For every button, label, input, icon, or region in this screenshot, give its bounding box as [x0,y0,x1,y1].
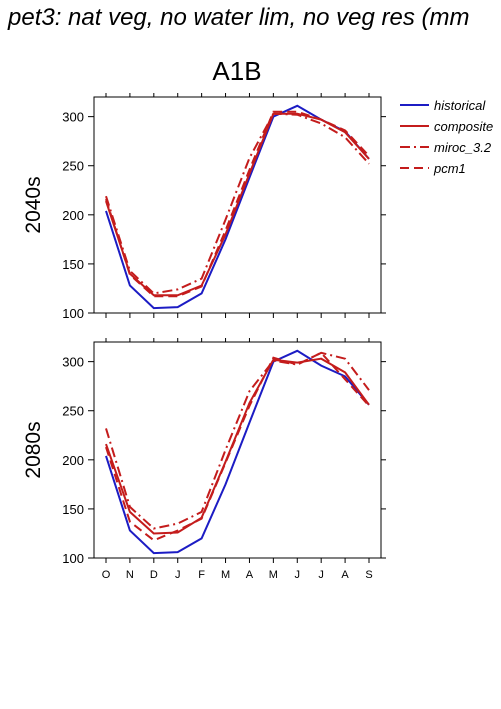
y-tick-label: 300 [62,110,84,125]
x-tick-label: J [295,569,301,581]
series-line-composite [105,357,370,535]
panel-label: 2040s [22,176,45,233]
y-tick-label: 150 [62,502,84,517]
panel-label: 2080s [22,421,45,478]
x-tick-label: O [102,569,111,581]
panel-2080s: 100 150 200 250 300 O N D J F M A M J J A S 2080s [22,338,386,581]
series-line-historical [105,349,370,555]
scenario-title: A1B [212,56,261,86]
y-tick-label: 100 [62,551,84,566]
series-line-composite [105,112,370,297]
plot-frame [93,341,382,559]
y-tick-label: 250 [62,404,84,419]
y-tick-label: 100 [62,306,84,321]
x-tick-label: F [198,569,205,581]
y-tick-label: 200 [62,208,84,223]
x-tick-label: A [246,569,254,581]
legend-label-composite: composite [434,119,493,134]
figure-title: pet3: nat veg, no water lim, no veg res … [8,4,470,31]
x-tick-label: J [318,569,324,581]
series-line-pcm1 [105,351,370,542]
panel-2040s: 100 150 200 250 300 2040s [22,93,386,321]
x-tick-label: A [341,569,349,581]
x-tick-label: M [269,569,278,581]
chart-panels: 100 150 200 250 300 2040s 100 150 200 250 300 O N D J F… [22,93,386,581]
series-line-miroc_3.2 [105,112,370,295]
x-tick-label: D [150,569,158,581]
legend-label-pcm1: pcm1 [433,161,466,176]
series-line-miroc_3.2 [105,351,370,530]
x-tick-label: S [365,569,372,581]
y-tick-label: 300 [62,355,84,370]
plot-frame [93,96,382,314]
x-tick-label: J [175,569,181,581]
series-line-pcm1 [105,110,370,298]
x-tick-label: M [221,569,230,581]
x-tick-label: N [126,569,134,581]
y-tick-label: 200 [62,453,84,468]
legend-label-historical: historical [434,98,486,113]
y-tick-label: 150 [62,257,84,272]
legend-label-miroc_3.2: miroc_3.2 [434,140,492,155]
legend: historical composite miroc_3.2 pcm1 [400,98,493,176]
y-tick-label: 250 [62,159,84,174]
series-line-historical [105,104,370,310]
